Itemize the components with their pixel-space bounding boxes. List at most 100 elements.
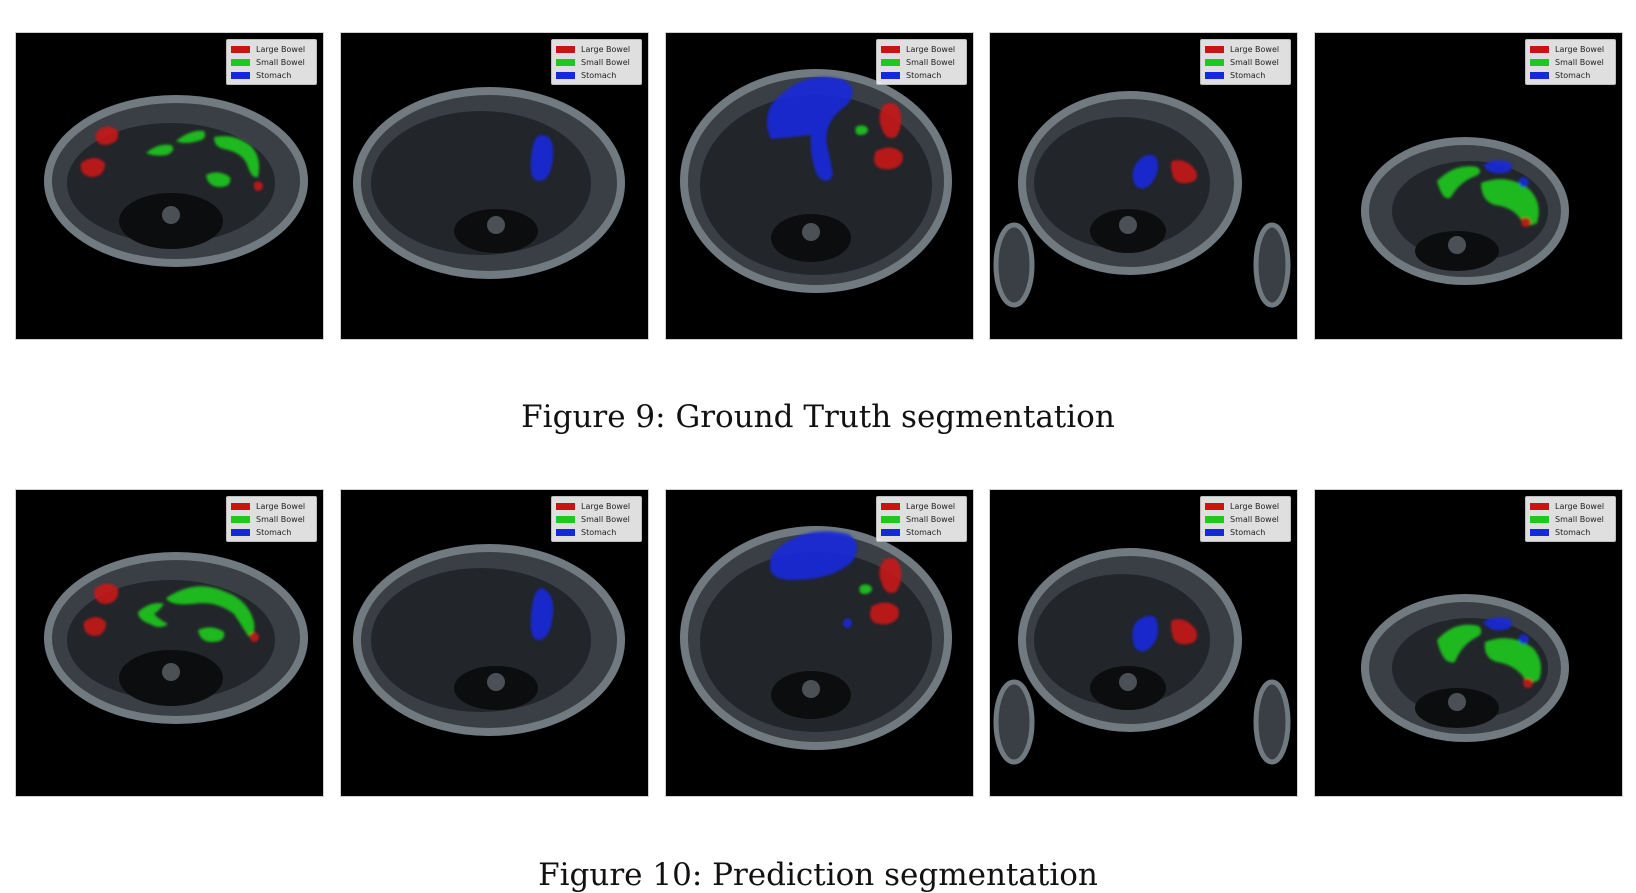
legend-swatch <box>556 529 575 536</box>
legend: Large Bowel Small Bowel Stomach <box>551 39 642 85</box>
prediction-panel-4: Large Bowel Small Bowel Stomach <box>989 489 1298 797</box>
organ-region <box>1034 574 1210 706</box>
legend-item: Small Bowel <box>231 56 312 69</box>
legend-item: Large Bowel <box>1205 43 1286 56</box>
legend-swatch <box>1530 46 1549 53</box>
small-bowel-mask <box>214 136 260 178</box>
vertebra <box>1119 216 1137 234</box>
small-bowel-mask <box>1484 638 1541 682</box>
legend: Large Bowel Small Bowel Stomach <box>551 496 642 542</box>
legend-label: Small Bowel <box>1555 58 1604 67</box>
large-bowel-mask <box>1521 217 1531 227</box>
legend-label: Small Bowel <box>1555 515 1604 524</box>
legend-item: Stomach <box>231 69 312 82</box>
large-bowel-mask <box>1171 619 1197 645</box>
legend-label: Large Bowel <box>906 45 956 54</box>
stomach-mask <box>767 76 853 181</box>
vertebra <box>1448 236 1466 254</box>
legend-swatch <box>1205 72 1224 79</box>
legend-item: Small Bowel <box>1530 513 1611 526</box>
legend-item: Stomach <box>1530 526 1611 539</box>
small-bowel-mask <box>138 603 168 627</box>
mri-slice-image <box>44 552 308 724</box>
stomach-mask <box>1483 617 1512 631</box>
legend-swatch <box>881 59 900 66</box>
legend-label: Stomach <box>581 71 617 80</box>
arm-right <box>1253 222 1291 308</box>
stomach-mask <box>530 588 554 640</box>
large-bowel-mask <box>249 632 259 642</box>
vertebra <box>162 663 180 681</box>
legend-label: Small Bowel <box>256 58 305 67</box>
vertebra <box>487 216 505 234</box>
organ-region <box>67 580 275 700</box>
legend-item: Stomach <box>556 526 637 539</box>
legend-swatch <box>1530 516 1549 523</box>
legend-swatch <box>1530 529 1549 536</box>
legend-item: Stomach <box>556 69 637 82</box>
mri-slice-image <box>44 95 308 267</box>
segmentation-overlay <box>767 76 903 181</box>
legend-swatch <box>1205 529 1224 536</box>
small-bowel-mask <box>1437 624 1482 663</box>
large-bowel-mask <box>80 158 105 177</box>
legend-label: Small Bowel <box>1230 58 1279 67</box>
mri-slice-image <box>1361 594 1569 742</box>
prediction-panel-2: Large Bowel Small Bowel Stomach <box>340 489 649 797</box>
small-bowel-mask <box>166 586 255 636</box>
legend-item: Small Bowel <box>881 56 962 69</box>
legend: Large Bowel Small Bowel Stomach <box>1200 39 1291 85</box>
legend-item: Small Bowel <box>1205 56 1286 69</box>
stomach-mask <box>1483 160 1512 174</box>
ground-truth-panel-5: Large Bowel Small Bowel Stomach <box>1314 32 1623 340</box>
legend-label: Small Bowel <box>906 58 955 67</box>
legend-swatch <box>231 529 250 536</box>
small-bowel-mask <box>176 130 206 143</box>
legend-item: Large Bowel <box>231 500 312 513</box>
large-bowel-mask <box>83 617 106 636</box>
legend: Large Bowel Small Bowel Stomach <box>226 496 317 542</box>
legend-item: Small Bowel <box>556 56 637 69</box>
large-bowel-mask <box>1523 678 1533 688</box>
large-bowel-mask <box>879 103 902 138</box>
legend-label: Small Bowel <box>256 515 305 524</box>
legend-swatch <box>231 503 250 510</box>
segmentation-overlay <box>530 588 554 640</box>
legend-swatch <box>1530 503 1549 510</box>
arm-left <box>993 222 1035 308</box>
segmentation-overlay <box>770 531 902 628</box>
legend-label: Stomach <box>256 528 292 537</box>
legend-label: Large Bowel <box>256 502 306 511</box>
legend-item: Small Bowel <box>231 513 312 526</box>
legend-item: Stomach <box>1205 526 1286 539</box>
legend-item: Small Bowel <box>881 513 962 526</box>
legend-item: Stomach <box>231 526 312 539</box>
mri-slice-image <box>680 526 952 750</box>
legend: Large Bowel Small Bowel Stomach <box>1200 496 1291 542</box>
stomach-mask <box>1519 177 1529 187</box>
legend-item: Small Bowel <box>556 513 637 526</box>
prediction-figure: Large Bowel Small Bowel Stomach Large Bowel… <box>0 489 1636 801</box>
legend-label: Stomach <box>1230 71 1266 80</box>
legend-label: Small Bowel <box>581 515 630 524</box>
legend-label: Large Bowel <box>581 45 631 54</box>
small-bowel-mask <box>1437 166 1481 199</box>
large-bowel-mask <box>253 181 263 191</box>
organ-region <box>67 123 275 243</box>
figure-caption-ground-truth: Figure 9: Ground Truth segmentation <box>521 399 1115 435</box>
legend-item: Large Bowel <box>556 43 637 56</box>
small-bowel-mask <box>1481 179 1539 225</box>
figure-caption-prediction: Figure 10: Prediction segmentation <box>538 857 1098 893</box>
legend-item: Large Bowel <box>1530 500 1611 513</box>
small-bowel-mask <box>198 627 225 642</box>
legend-label: Small Bowel <box>1230 515 1279 524</box>
legend-swatch <box>231 516 250 523</box>
ground-truth-panel-3: Large Bowel Small Bowel Stomach <box>665 32 974 340</box>
small-bowel-mask <box>855 125 868 135</box>
large-bowel-mask <box>874 147 903 170</box>
prediction-panel-5: Large Bowel Small Bowel Stomach <box>1314 489 1623 797</box>
vertebra <box>487 673 505 691</box>
legend-swatch <box>1205 46 1224 53</box>
legend-label: Large Bowel <box>1230 45 1280 54</box>
legend: Large Bowel Small Bowel Stomach <box>876 39 967 85</box>
